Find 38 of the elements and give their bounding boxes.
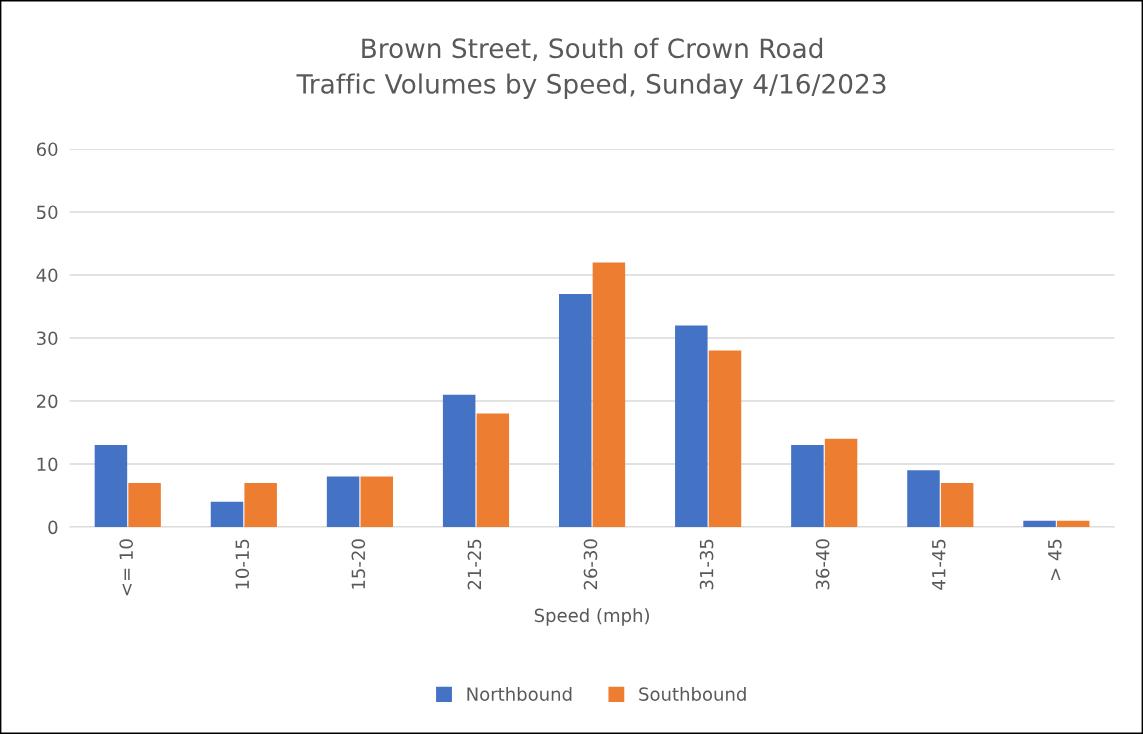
x-tick-label: <= 10: [119, 539, 133, 596]
x-axis-title: Speed (mph): [534, 608, 649, 626]
y-tick-label: 50: [37, 205, 58, 220]
x-tick-label: 15-20: [351, 539, 366, 589]
bar: [442, 394, 476, 528]
x-tick-label: > 45: [1048, 539, 1062, 581]
bar: [791, 445, 824, 528]
bar: [360, 476, 393, 528]
x-tick-label: 10-15: [235, 539, 250, 589]
bar: [326, 476, 360, 528]
bar: [210, 501, 244, 528]
x-tick-label: 41-45: [932, 539, 946, 590]
bar: [592, 262, 626, 528]
x-tick-label: 36-40: [815, 539, 830, 590]
bar: [824, 438, 858, 528]
y-tick-label: 0: [48, 520, 58, 535]
x-tick-label: 26-30: [583, 539, 598, 590]
y-tick-label: 40: [36, 268, 58, 283]
bar: [708, 350, 742, 528]
bar: [675, 325, 708, 528]
bar: [907, 470, 940, 528]
bar: [476, 413, 510, 528]
legend-label: Southbound: [639, 686, 746, 701]
bar: [1023, 520, 1056, 528]
y-tick-label: 10: [37, 457, 58, 472]
bar: [94, 445, 128, 528]
x-tick-label: 21-25: [467, 539, 482, 590]
bar: [558, 293, 592, 528]
bar: [1056, 520, 1090, 528]
bar: [128, 482, 161, 528]
y-tick-label: 60: [36, 142, 58, 157]
y-tick-label: 20: [36, 394, 58, 409]
bar: [940, 482, 974, 528]
y-tick-label: 30: [37, 331, 58, 346]
chart-title: Brown Street, South of Crown Road Traffic Volumes by Speed, Sunday 4/16/2023: [296, 37, 886, 99]
legend-label: Northbound: [467, 686, 572, 701]
x-tick-label: 31-35: [699, 539, 714, 590]
bar: [244, 482, 277, 528]
